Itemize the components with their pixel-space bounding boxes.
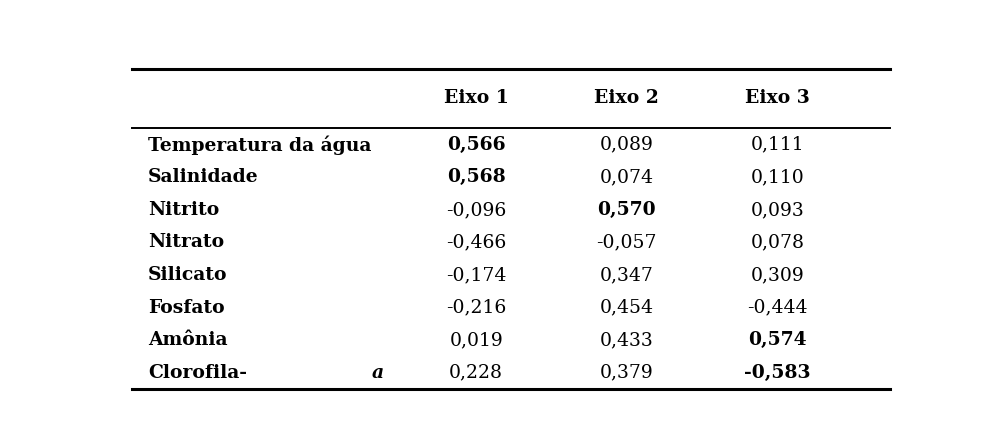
Text: Silicato: Silicato	[148, 266, 227, 284]
Text: Temperatura da água: Temperatura da água	[148, 135, 371, 155]
Text: 0,093: 0,093	[751, 201, 805, 219]
Text: -0,096: -0,096	[446, 201, 506, 219]
Text: 0,074: 0,074	[600, 168, 654, 186]
Text: 0,379: 0,379	[600, 364, 654, 382]
Text: 0,433: 0,433	[600, 331, 654, 349]
Text: Salinidade: Salinidade	[148, 168, 258, 186]
Text: 0,454: 0,454	[600, 299, 654, 317]
Text: -0,583: -0,583	[744, 364, 811, 382]
Text: -0,216: -0,216	[446, 299, 506, 317]
Text: 0,309: 0,309	[751, 266, 805, 284]
Text: Fosfato: Fosfato	[148, 299, 224, 317]
Text: Eixo 2: Eixo 2	[594, 89, 659, 107]
Text: 0,228: 0,228	[450, 364, 503, 382]
Text: 0,019: 0,019	[450, 331, 503, 349]
Text: 0,570: 0,570	[597, 201, 656, 219]
Text: -0,057: -0,057	[596, 234, 657, 251]
Text: Eixo 3: Eixo 3	[745, 89, 810, 107]
Text: 0,347: 0,347	[600, 266, 654, 284]
Text: 0,089: 0,089	[600, 136, 654, 154]
Text: 0,568: 0,568	[447, 168, 505, 186]
Text: 0,078: 0,078	[751, 234, 805, 251]
Text: -0,466: -0,466	[446, 234, 506, 251]
Text: Clorofila-: Clorofila-	[148, 364, 247, 382]
Text: Eixo 1: Eixo 1	[444, 89, 508, 107]
Text: 0,566: 0,566	[447, 136, 505, 154]
Text: Amônia: Amônia	[148, 331, 227, 349]
Text: a: a	[372, 364, 384, 382]
Text: -0,174: -0,174	[446, 266, 506, 284]
Text: Nitrato: Nitrato	[148, 234, 224, 251]
Text: 0,110: 0,110	[751, 168, 805, 186]
Text: 0,574: 0,574	[748, 331, 807, 349]
Text: 0,111: 0,111	[751, 136, 805, 154]
Text: -0,444: -0,444	[748, 299, 808, 317]
Text: Nitrito: Nitrito	[148, 201, 219, 219]
